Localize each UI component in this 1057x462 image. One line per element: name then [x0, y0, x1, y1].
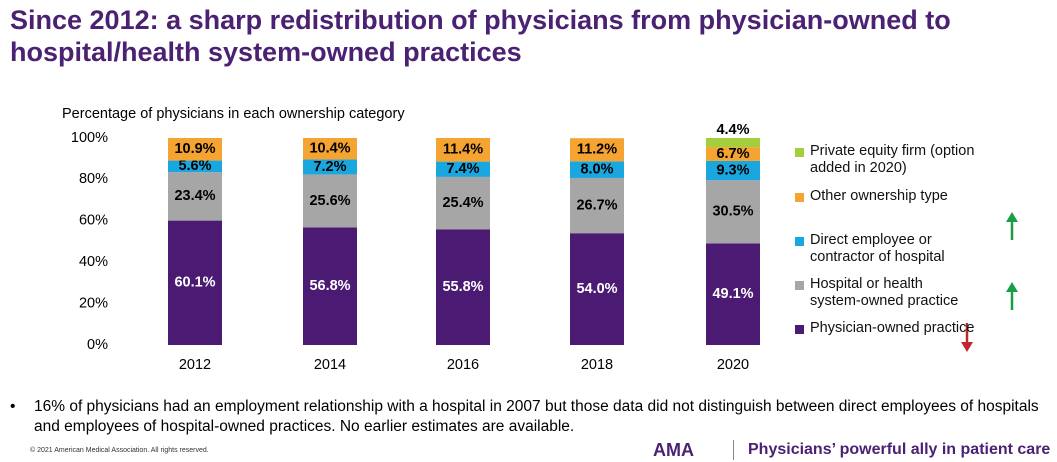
y-tick-label: 60% — [79, 213, 108, 229]
value-label: 26.7% — [576, 197, 617, 213]
legend-label: Other ownership type — [810, 188, 948, 204]
bar-segment — [303, 138, 357, 160]
value-label: 10.9% — [174, 141, 215, 157]
bar-segment — [706, 243, 760, 345]
legend-swatch — [795, 325, 804, 334]
legend-label: Hospital or health system-owned practice — [810, 276, 959, 309]
value-label: 60.1% — [174, 275, 215, 291]
legend-swatch — [795, 237, 804, 246]
bar-segment — [570, 177, 624, 234]
chart: Percentage of physicians in each ownersh… — [62, 106, 1018, 373]
value-label: 11.4% — [443, 142, 483, 158]
legend-entry: Other ownership type — [795, 188, 975, 205]
legend-label: Private equity firm (option added in 202… — [810, 143, 975, 176]
y-tick-label: 100% — [71, 130, 108, 146]
value-label: 25.4% — [442, 195, 483, 211]
bar-segment — [436, 229, 490, 345]
value-label: 23.4% — [174, 188, 215, 204]
bar-segment — [168, 220, 222, 345]
x-tick-label: 2020 — [717, 357, 749, 373]
legend-label: Physician-owned practice — [810, 320, 975, 336]
value-label: 25.6% — [309, 193, 350, 209]
value-label: 10.4% — [309, 141, 350, 157]
value-label: 9.3% — [716, 162, 749, 178]
legend-swatch — [795, 281, 804, 290]
y-tick-label: 80% — [79, 171, 108, 187]
value-label: 49.1% — [712, 286, 753, 302]
y-tick-label: 20% — [79, 295, 108, 311]
separator — [733, 440, 734, 460]
slide-title: Since 2012: a sharp redistribution of ph… — [10, 5, 951, 67]
y-tick-label: 40% — [79, 254, 108, 270]
bar-segment — [570, 138, 624, 162]
legend-swatch — [795, 193, 804, 202]
bar-segment — [570, 233, 624, 345]
legend-entry: Direct employee or contractor of hospita… — [795, 232, 975, 266]
bar-segment — [168, 138, 222, 161]
value-label: 55.8% — [442, 279, 483, 295]
footnote: • 16% of physicians had an employment rel… — [10, 398, 1039, 435]
bar-segment — [706, 180, 760, 244]
bar-segment — [303, 159, 357, 175]
bar-segment — [436, 161, 490, 177]
bar-segment — [436, 176, 490, 230]
y-tick-label: 0% — [87, 337, 108, 353]
value-label: 30.5% — [712, 204, 753, 220]
legend-entry: Physician-owned practice — [795, 320, 975, 337]
value-label: 7.2% — [313, 159, 346, 175]
tagline: Physicians’ powerful ally in patient car… — [748, 441, 1051, 458]
legend-entry: Hospital or health system-owned practice — [795, 276, 975, 310]
value-label: 5.6% — [178, 158, 211, 174]
value-label: 54.0% — [576, 281, 617, 297]
value-label: 56.8% — [309, 278, 350, 294]
bar-segment — [706, 147, 760, 161]
value-label: 7.4% — [446, 161, 479, 177]
value-label: 11.2% — [577, 142, 617, 158]
bar-segment — [168, 160, 222, 173]
x-tick-label: 2018 — [581, 357, 613, 373]
bar-segment — [168, 172, 222, 221]
trend-arrows — [961, 212, 1018, 352]
bar-segment — [706, 160, 760, 181]
value-label: 8.0% — [580, 161, 613, 177]
x-tick-label: 2014 — [314, 357, 346, 373]
value-label: 6.7% — [716, 146, 749, 162]
x-tick-label: 2012 — [179, 357, 211, 373]
footnote-text: 16% of physicians had an employment rela… — [34, 398, 1039, 435]
bar-segment — [303, 227, 357, 345]
bar-segment — [706, 138, 760, 148]
bar-segment — [303, 174, 357, 228]
legend-label: Direct employee or contractor of hospita… — [810, 232, 945, 265]
bar-segment — [570, 161, 624, 178]
logo: AMA — [653, 440, 694, 460]
value-label: 4.4% — [716, 122, 749, 138]
copyright: © 2021 American Medical Association. All… — [30, 447, 209, 454]
bar-segment — [436, 138, 490, 162]
y-axis-label: Percentage of physicians in each ownersh… — [62, 106, 405, 122]
legend-swatch — [795, 148, 804, 157]
x-tick-label: 2016 — [447, 357, 479, 373]
legend-entry: Private equity firm (option added in 202… — [795, 143, 975, 177]
